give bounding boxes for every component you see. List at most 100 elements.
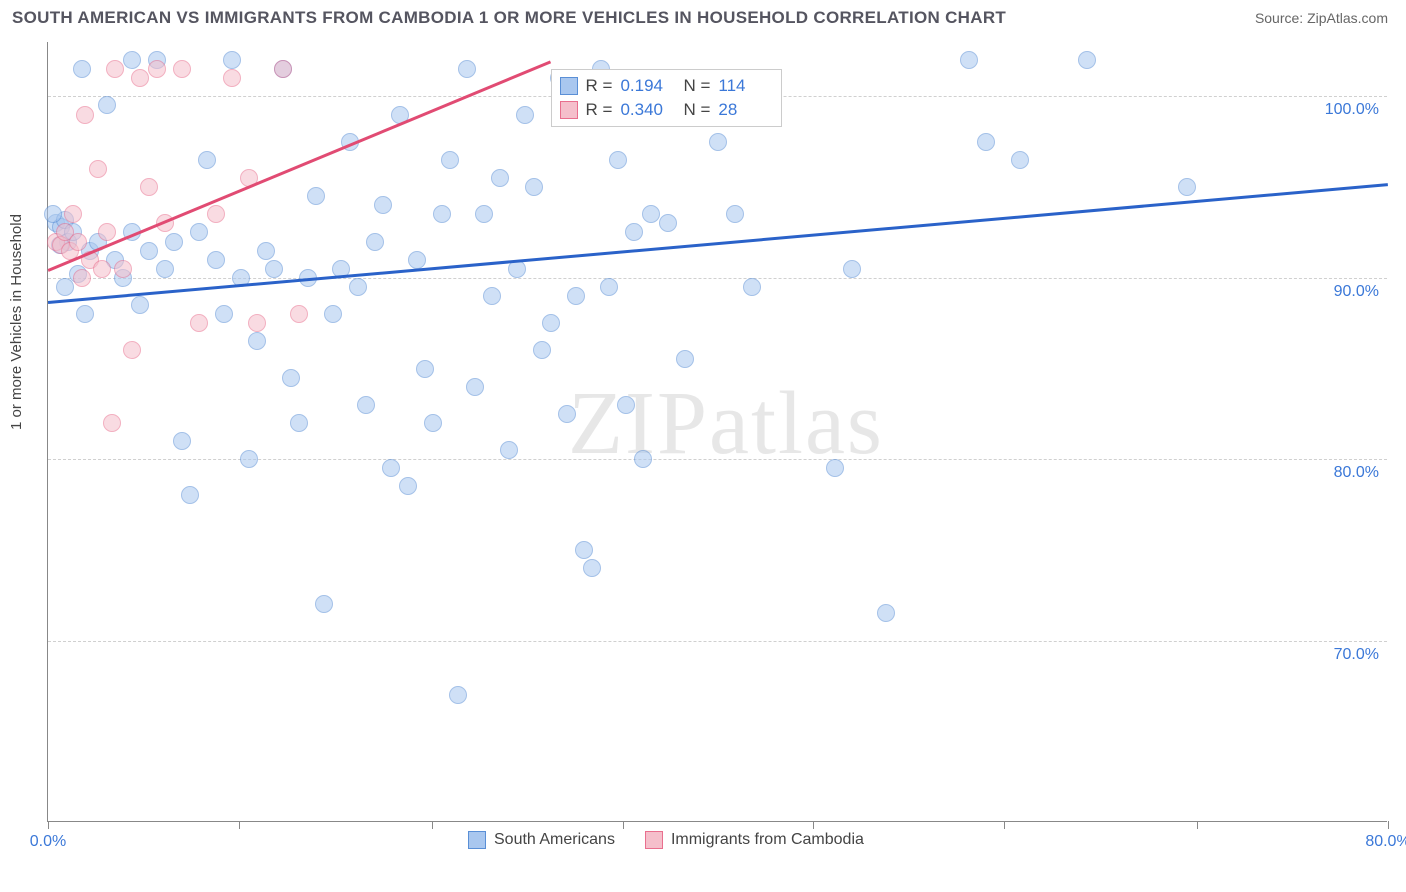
data-point bbox=[123, 51, 141, 69]
chart-title: SOUTH AMERICAN VS IMMIGRANTS FROM CAMBOD… bbox=[12, 8, 1006, 28]
data-point bbox=[282, 369, 300, 387]
legend-item: Immigrants from Cambodia bbox=[645, 831, 864, 849]
data-point bbox=[148, 60, 166, 78]
data-point bbox=[223, 51, 241, 69]
trend-line bbox=[48, 183, 1388, 303]
data-point bbox=[567, 287, 585, 305]
legend-item: South Americans bbox=[468, 831, 615, 849]
data-point bbox=[826, 459, 844, 477]
trend-line bbox=[48, 60, 551, 271]
data-point bbox=[89, 160, 107, 178]
n-label: N = bbox=[683, 100, 710, 120]
data-point bbox=[449, 686, 467, 704]
data-point bbox=[458, 60, 476, 78]
data-point bbox=[98, 223, 116, 241]
data-point bbox=[1011, 151, 1029, 169]
n-label: N = bbox=[683, 76, 710, 96]
r-value: 0.194 bbox=[620, 76, 675, 96]
data-point bbox=[542, 314, 560, 332]
data-point bbox=[676, 350, 694, 368]
data-point bbox=[382, 459, 400, 477]
data-point bbox=[73, 60, 91, 78]
n-value: 28 bbox=[718, 100, 773, 120]
data-point bbox=[73, 269, 91, 287]
data-point bbox=[76, 106, 94, 124]
y-axis-label: 1 or more Vehicles in Household bbox=[8, 214, 25, 430]
data-point bbox=[76, 305, 94, 323]
data-point bbox=[307, 187, 325, 205]
stats-row: R =0.194N =114 bbox=[560, 74, 774, 98]
data-point bbox=[198, 151, 216, 169]
data-point bbox=[114, 260, 132, 278]
data-point bbox=[290, 305, 308, 323]
data-point bbox=[274, 60, 292, 78]
data-point bbox=[215, 305, 233, 323]
x-tick bbox=[623, 821, 624, 829]
x-tick bbox=[48, 821, 49, 829]
data-point bbox=[103, 414, 121, 432]
data-point bbox=[93, 260, 111, 278]
r-label: R = bbox=[586, 100, 613, 120]
data-point bbox=[123, 341, 141, 359]
data-point bbox=[140, 178, 158, 196]
r-value: 0.340 bbox=[620, 100, 675, 120]
data-point bbox=[290, 414, 308, 432]
data-point bbox=[424, 414, 442, 432]
data-point bbox=[223, 69, 241, 87]
data-point bbox=[625, 223, 643, 241]
data-point bbox=[525, 178, 543, 196]
data-point bbox=[416, 360, 434, 378]
scatter-chart: ZIPatlas 70.0%80.0%90.0%100.0%0.0%80.0%R… bbox=[47, 42, 1387, 822]
x-tick bbox=[1004, 821, 1005, 829]
data-point bbox=[131, 69, 149, 87]
data-point bbox=[877, 604, 895, 622]
data-point bbox=[1078, 51, 1096, 69]
chart-legend: South Americans Immigrants from Cambodia bbox=[468, 831, 864, 849]
legend-label: South Americans bbox=[494, 831, 615, 849]
source-attribution: Source: ZipAtlas.com bbox=[1255, 10, 1388, 26]
x-tick bbox=[1197, 821, 1198, 829]
data-point bbox=[408, 251, 426, 269]
data-point bbox=[491, 169, 509, 187]
data-point bbox=[558, 405, 576, 423]
data-point bbox=[207, 251, 225, 269]
data-point bbox=[106, 60, 124, 78]
data-point bbox=[165, 233, 183, 251]
legend-swatch bbox=[560, 77, 578, 95]
data-point bbox=[156, 260, 174, 278]
y-tick-label: 90.0% bbox=[1334, 283, 1379, 301]
data-point bbox=[516, 106, 534, 124]
data-point bbox=[977, 133, 995, 151]
data-point bbox=[399, 477, 417, 495]
data-point bbox=[743, 278, 761, 296]
data-point bbox=[173, 60, 191, 78]
legend-swatch bbox=[468, 831, 486, 849]
data-point bbox=[69, 233, 87, 251]
data-point bbox=[190, 223, 208, 241]
data-point bbox=[207, 205, 225, 223]
data-point bbox=[441, 151, 459, 169]
data-point bbox=[634, 450, 652, 468]
data-point bbox=[315, 595, 333, 613]
data-point bbox=[240, 450, 258, 468]
data-point bbox=[349, 278, 367, 296]
x-tick bbox=[813, 821, 814, 829]
data-point bbox=[726, 205, 744, 223]
data-point bbox=[583, 559, 601, 577]
data-point bbox=[181, 486, 199, 504]
n-value: 114 bbox=[718, 76, 773, 96]
stats-row: R = 0.340 N = 28 bbox=[560, 98, 774, 122]
data-point bbox=[609, 151, 627, 169]
data-point bbox=[44, 205, 62, 223]
data-point bbox=[575, 541, 593, 559]
data-point bbox=[173, 432, 191, 450]
y-tick-label: 80.0% bbox=[1334, 464, 1379, 482]
data-point bbox=[374, 196, 392, 214]
x-tick bbox=[239, 821, 240, 829]
data-point bbox=[466, 378, 484, 396]
data-point bbox=[190, 314, 208, 332]
data-point bbox=[131, 296, 149, 314]
data-point bbox=[1178, 178, 1196, 196]
data-point bbox=[265, 260, 283, 278]
gridline bbox=[48, 641, 1387, 642]
